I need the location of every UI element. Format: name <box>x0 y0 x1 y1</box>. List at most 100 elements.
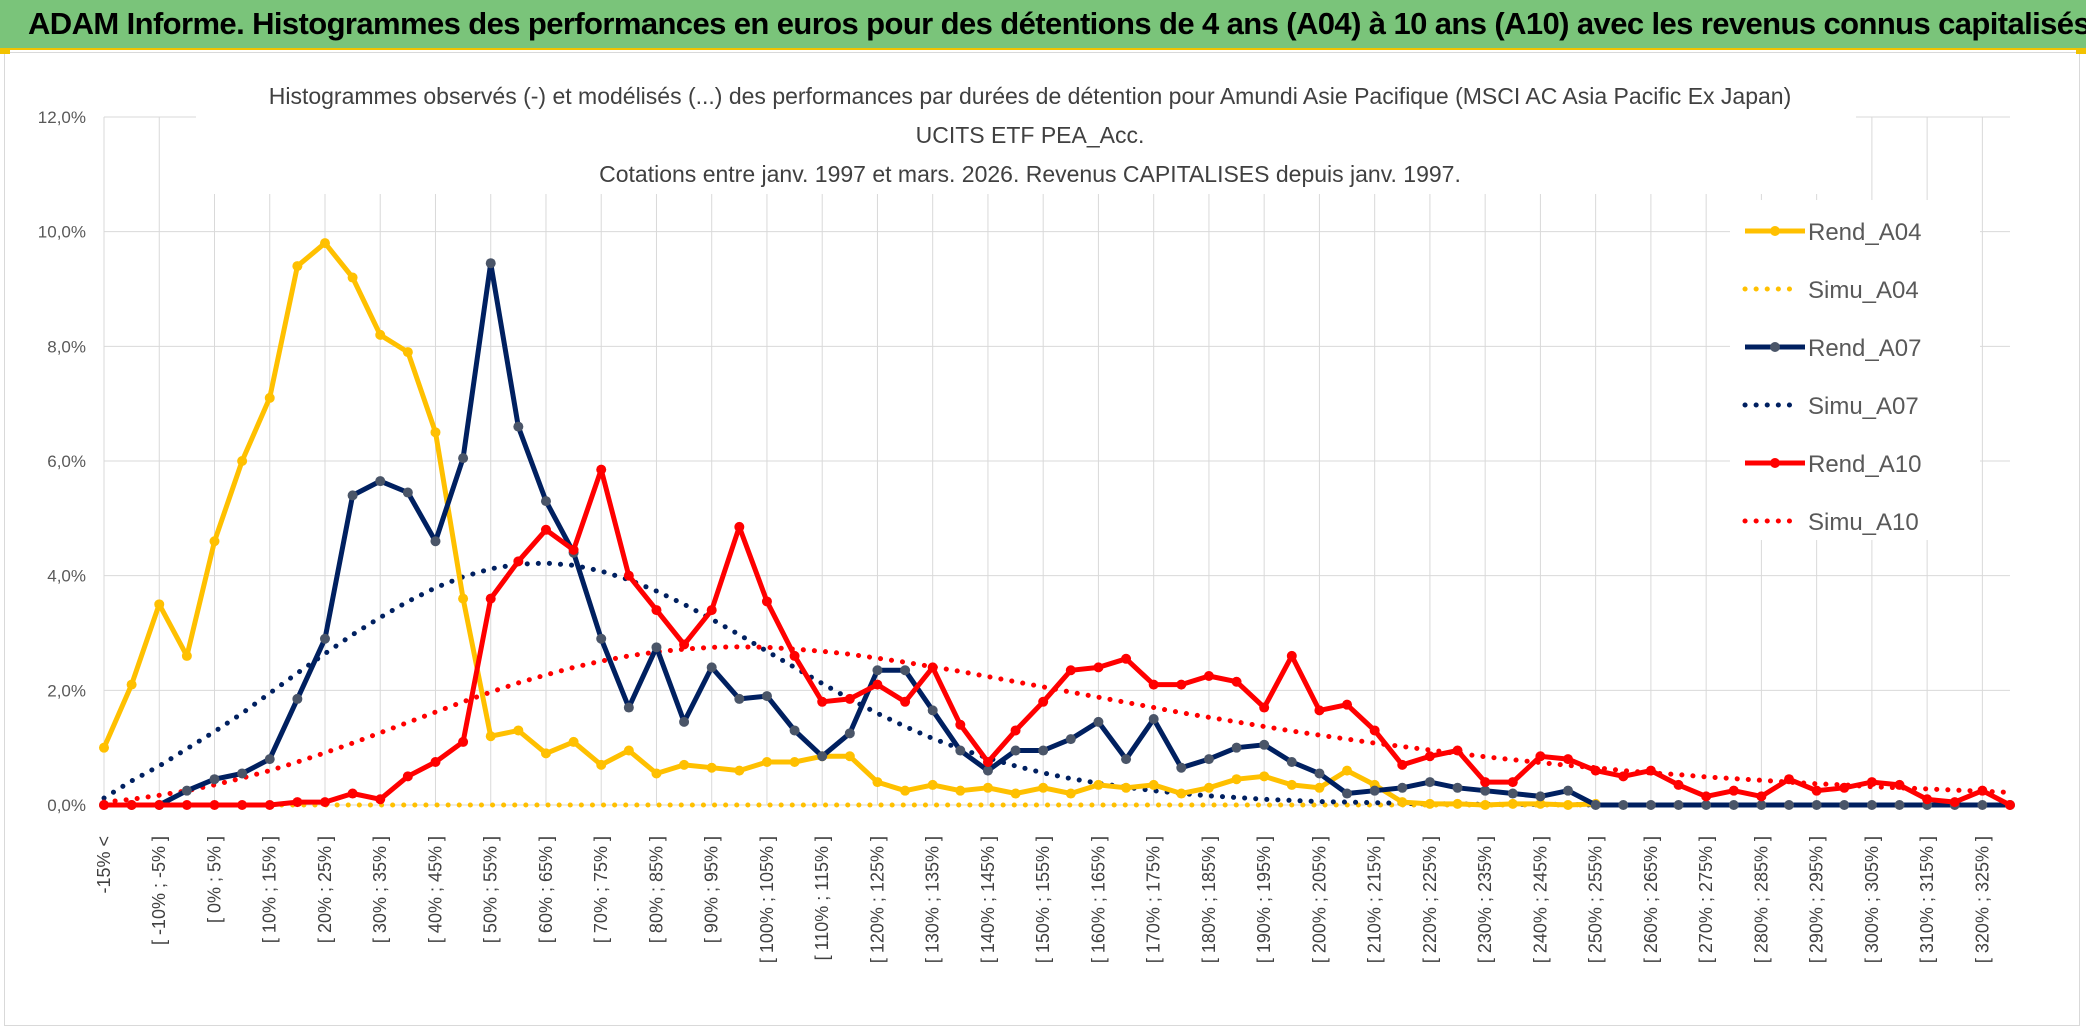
frame-corner-left <box>0 50 10 54</box>
data-point <box>1148 714 1159 724</box>
data-point <box>402 771 413 782</box>
data-point <box>1148 679 1159 690</box>
data-point <box>1369 725 1380 736</box>
data-point <box>99 742 109 753</box>
data-point <box>955 785 966 796</box>
x-tick-label: [ 170% ; 175% ] <box>1144 836 1164 963</box>
data-point <box>209 536 220 547</box>
x-tick-label: [ 130% ; 135% ] <box>923 836 943 963</box>
data-point <box>1811 785 1822 796</box>
x-tick-label: [ 0% ; 5% ] <box>204 836 224 923</box>
data-point <box>1452 798 1463 809</box>
data-point <box>1231 774 1242 785</box>
data-point <box>789 650 800 661</box>
data-point <box>789 725 800 736</box>
data-point <box>1038 745 1049 756</box>
data-point <box>955 719 966 730</box>
data-point <box>1231 676 1242 687</box>
x-tick-label: [ 270% ; 275% ] <box>1696 836 1716 963</box>
data-point <box>126 800 137 810</box>
data-point <box>209 800 220 810</box>
data-point <box>1286 757 1297 767</box>
x-tick-label: [ 320% ; 325% ] <box>1972 836 1992 963</box>
x-tick-label: [ 280% ; 285% ] <box>1751 836 1771 963</box>
data-point <box>1231 742 1242 753</box>
data-point <box>1065 665 1076 676</box>
data-point <box>596 633 607 644</box>
data-point <box>319 797 330 808</box>
data-point <box>1866 800 1877 810</box>
data-point <box>1645 800 1656 810</box>
data-point <box>927 662 938 673</box>
data-point <box>1507 777 1518 788</box>
data-point <box>1590 765 1601 776</box>
data-point <box>402 347 413 358</box>
chart-title-line: Cotations entre janv. 1997 et mars. 2026… <box>599 161 1461 187</box>
x-tick-label: [ 80% ; 85% ] <box>646 836 666 943</box>
chart-title-line: UCITS ETF PEA_Acc. <box>916 122 1145 148</box>
data-point <box>2005 800 2015 810</box>
data-point <box>1065 788 1076 799</box>
data-point <box>1563 785 1574 796</box>
data-point <box>1784 774 1795 785</box>
data-point <box>540 748 551 759</box>
data-point <box>596 759 607 770</box>
x-tick-label: [ 100% ; 105% ] <box>757 836 777 963</box>
data-point <box>430 536 441 547</box>
data-point <box>706 605 717 616</box>
data-point <box>734 765 745 776</box>
data-point <box>596 464 607 475</box>
data-point <box>872 665 883 676</box>
data-point <box>181 785 192 796</box>
x-tick-label: [ 120% ; 125% ] <box>867 836 887 963</box>
data-point <box>99 800 109 810</box>
data-point <box>1369 785 1380 796</box>
data-point <box>1314 705 1325 716</box>
data-point <box>237 768 248 779</box>
data-point <box>900 696 911 707</box>
report-title: ADAM Informe. Histogrammes des performan… <box>28 6 2086 41</box>
data-point <box>1203 782 1214 793</box>
data-point <box>651 768 662 779</box>
series-line-simu_a10 <box>101 644 2013 805</box>
y-tick-label: 10,0% <box>38 223 86 242</box>
x-tick-label: [ 140% ; 145% ] <box>978 836 998 963</box>
data-point <box>844 751 855 762</box>
data-point <box>1038 782 1049 793</box>
data-point <box>1977 800 1988 810</box>
data-point <box>1452 745 1463 756</box>
series-line-rend_a07 <box>104 260 2010 808</box>
data-point <box>734 693 745 704</box>
data-point <box>1645 765 1656 776</box>
data-point <box>900 665 911 676</box>
data-point <box>927 705 938 716</box>
x-tick-label: [ 20% ; 25% ] <box>315 836 335 943</box>
data-point <box>1342 788 1353 799</box>
series-line-rend_a04 <box>101 240 1596 808</box>
data-point <box>375 329 386 340</box>
data-point <box>237 800 248 810</box>
data-point <box>1342 765 1353 776</box>
y-tick-label: 8,0% <box>47 337 86 356</box>
data-point <box>1728 800 1739 810</box>
data-point <box>1259 771 1270 782</box>
data-point <box>1949 797 1960 808</box>
data-point <box>761 691 772 702</box>
data-point <box>1121 754 1132 765</box>
data-point <box>761 596 772 607</box>
data-point <box>319 238 330 249</box>
data-point <box>1342 699 1353 710</box>
x-tick-label: [ 160% ; 165% ] <box>1088 836 1108 963</box>
data-point <box>872 777 883 788</box>
x-tick-label: [ 40% ; 45% ] <box>425 836 445 943</box>
data-point <box>1977 785 1988 796</box>
data-point <box>181 800 192 810</box>
data-point <box>1922 794 1933 805</box>
data-point <box>623 702 634 713</box>
data-point <box>955 745 966 756</box>
data-point <box>1010 745 1021 756</box>
data-point <box>1010 725 1021 736</box>
data-point <box>900 785 911 796</box>
x-tick-label: [ 60% ; 65% ] <box>536 836 556 943</box>
